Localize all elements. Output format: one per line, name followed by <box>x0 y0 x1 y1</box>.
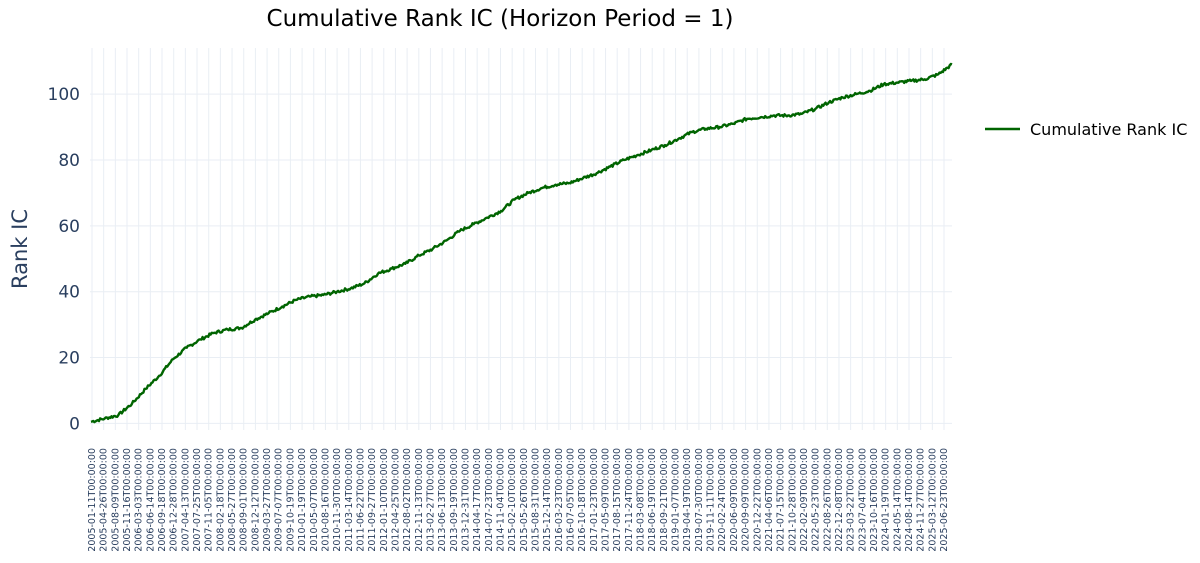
x-tick-label: 2011-03-14T00:00:00 <box>344 448 355 552</box>
x-tick-label: 2018-06-19T00:00:00 <box>647 448 658 552</box>
x-tick-label: 2012-08-02T00:00:00 <box>402 448 413 552</box>
x-tick-label: 2025-03-12T00:00:00 <box>927 448 938 552</box>
x-tick-label: 2013-06-13T00:00:00 <box>437 448 448 552</box>
x-tick-label: 2008-09-01T00:00:00 <box>239 448 250 552</box>
x-tick-label: 2020-09-09T00:00:00 <box>741 448 752 552</box>
x-tick-label: 2013-09-19T00:00:00 <box>449 448 460 552</box>
x-tick-label: 2006-09-18T00:00:00 <box>157 448 168 552</box>
x-tick-label: 2016-03-23T00:00:00 <box>554 448 565 552</box>
x-tick-label: 2007-11-05T00:00:00 <box>204 448 215 552</box>
x-tick-label: 2023-07-04T00:00:00 <box>857 448 868 552</box>
x-tick-label: 2015-02-10T00:00:00 <box>507 448 518 552</box>
x-tick-label: 2009-07-07T00:00:00 <box>274 448 285 552</box>
x-tick-label: 2008-05-27T00:00:00 <box>227 448 238 552</box>
x-tick-label: 2021-10-28T00:00:00 <box>787 448 798 552</box>
y-tick-label: 40 <box>58 283 80 303</box>
x-axis-ticks: 2005-01-11T00:00:00 2005-04-26T00:00:00 20… <box>87 448 950 552</box>
legend-label: Cumulative Rank IC <box>1030 120 1187 139</box>
x-tick-label: 2021-04-06T00:00:00 <box>764 448 775 552</box>
x-tick-label: 2013-02-27T00:00:00 <box>425 448 436 552</box>
x-tick-label: 2022-05-23T00:00:00 <box>811 448 822 552</box>
x-tick-label: 2017-11-24T00:00:00 <box>624 448 635 552</box>
x-tick-label: 2020-12-22T00:00:00 <box>752 448 763 552</box>
x-tick-label: 2014-04-17T00:00:00 <box>472 448 483 552</box>
x-tick-label: 2010-01-19T00:00:00 <box>297 448 308 552</box>
x-tick-label: 2006-03-03T00:00:00 <box>134 448 145 552</box>
y-tick-label: 80 <box>58 151 80 171</box>
x-tick-label: 2010-08-16T00:00:00 <box>320 448 331 552</box>
x-tick-label: 2019-04-19T00:00:00 <box>682 448 693 552</box>
x-tick-label: 2019-01-07T00:00:00 <box>671 448 682 552</box>
x-tick-label: 2012-11-13T00:00:00 <box>414 448 425 552</box>
x-tick-label: 2024-05-14T00:00:00 <box>892 448 903 552</box>
x-tick-label: 2015-08-31T00:00:00 <box>531 448 542 552</box>
x-tick-label: 2023-03-22T00:00:00 <box>846 448 857 552</box>
x-tick-label: 2006-06-14T00:00:00 <box>145 448 156 552</box>
x-tick-label: 2008-12-12T00:00:00 <box>250 448 261 552</box>
series-line-cumulative-rank-ic <box>90 62 953 424</box>
x-tick-label: 2024-01-19T00:00:00 <box>881 448 892 552</box>
x-tick-label: 2016-10-18T00:00:00 <box>577 448 588 552</box>
chart-title: Cumulative Rank IC (Horizon Period = 1) <box>267 6 734 32</box>
x-tick-label: 2017-01-23T00:00:00 <box>589 448 600 552</box>
x-tick-label: 2020-06-09T00:00:00 <box>729 448 740 552</box>
x-tick-label: 2021-07-15T00:00:00 <box>776 448 787 552</box>
x-tick-label: 2014-07-23T00:00:00 <box>484 448 495 552</box>
x-tick-label: 2010-11-30T00:00:00 <box>332 448 343 552</box>
x-tick-label: 2012-04-25T00:00:00 <box>390 448 401 552</box>
x-tick-label: 2017-08-15T00:00:00 <box>612 448 623 552</box>
x-tick-label: 2013-12-31T00:00:00 <box>460 448 471 552</box>
x-tick-label: 2011-09-27T00:00:00 <box>367 448 378 552</box>
x-tick-label: 2011-06-22T00:00:00 <box>355 448 366 552</box>
x-tick-label: 2010-05-07T00:00:00 <box>309 448 320 552</box>
x-tick-label: 2009-03-27T00:00:00 <box>262 448 273 552</box>
x-tick-label: 2006-12-28T00:00:00 <box>169 448 180 552</box>
y-axis-label: Rank IC <box>8 209 32 289</box>
x-tick-label: 2007-04-13T00:00:00 <box>180 448 191 552</box>
x-tick-label: 2019-07-30T00:00:00 <box>694 448 705 552</box>
y-axis-ticks: 0 20 40 60 80 100 <box>48 85 80 434</box>
x-tick-label: 2020-02-24T00:00:00 <box>717 448 728 552</box>
x-tick-label: 2008-02-18T00:00:00 <box>215 448 226 552</box>
legend[interactable]: Cumulative Rank IC <box>985 120 1187 139</box>
y-tick-label: 100 <box>48 85 80 105</box>
x-tick-label: 2005-04-26T00:00:00 <box>99 448 110 552</box>
y-tick-label: 20 <box>58 349 80 369</box>
x-tick-label: 2019-11-11T00:00:00 <box>706 448 717 552</box>
x-tick-label: 2016-07-05T00:00:00 <box>566 448 577 552</box>
x-tick-label: 2015-05-26T00:00:00 <box>519 448 530 552</box>
y-tick-label: 0 <box>69 414 80 434</box>
x-tick-label: 2005-08-09T00:00:00 <box>110 448 121 552</box>
x-tick-label: 2007-07-25T00:00:00 <box>192 448 203 552</box>
x-tick-label: 2024-08-14T00:00:00 <box>904 448 915 552</box>
x-tick-label: 2005-01-11T00:00:00 <box>87 448 98 552</box>
x-tick-label: 2018-03-08T00:00:00 <box>636 448 647 552</box>
x-tick-label: 2009-10-19T00:00:00 <box>285 448 296 552</box>
x-tick-label: 2024-11-27T00:00:00 <box>916 448 927 552</box>
x-tick-label: 2022-02-09T00:00:00 <box>799 448 810 552</box>
x-tick-label: 2017-05-09T00:00:00 <box>601 448 612 552</box>
x-tick-label: 2014-11-04T00:00:00 <box>495 448 506 552</box>
x-tick-label: 2005-11-16T00:00:00 <box>122 448 133 552</box>
y-tick-label: 60 <box>58 217 80 237</box>
x-tick-label: 2025-06-23T00:00:00 <box>939 448 950 552</box>
grid <box>90 48 952 430</box>
x-tick-label: 2022-12-08T00:00:00 <box>834 448 845 552</box>
x-tick-label: 2012-01-10T00:00:00 <box>379 448 390 552</box>
x-tick-label: 2015-12-14T00:00:00 <box>542 448 553 552</box>
x-tick-label: 2023-10-16T00:00:00 <box>869 448 880 552</box>
x-tick-label: 2018-09-21T00:00:00 <box>659 448 670 552</box>
x-tick-label: 2022-08-26T00:00:00 <box>822 448 833 552</box>
